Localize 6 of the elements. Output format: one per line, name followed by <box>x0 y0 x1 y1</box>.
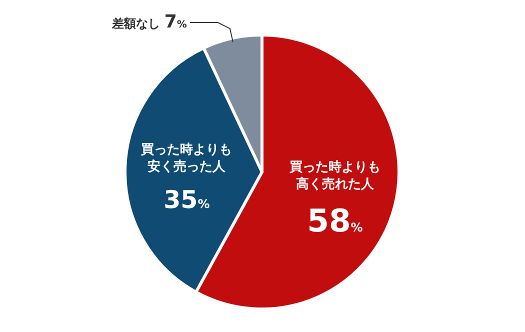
slice-label: 差額なし <box>111 16 164 31</box>
slice-label: 買った時よりも高く売れた人 <box>288 160 380 192</box>
slice-label: 買った時よりも安く売った人 <box>140 142 232 174</box>
data-label: 35% <box>164 185 210 214</box>
data-label: 58% <box>307 204 363 240</box>
data-label: 7% <box>164 12 187 33</box>
